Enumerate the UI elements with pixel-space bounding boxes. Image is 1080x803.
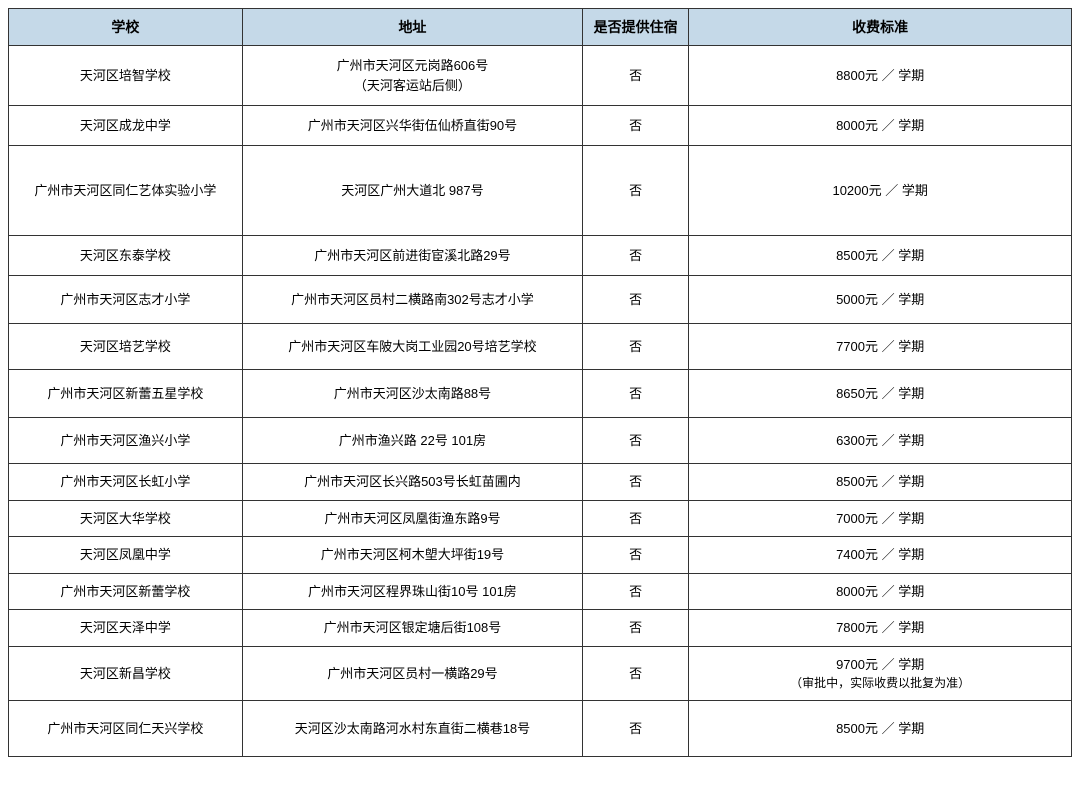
cell-dorm: 否 bbox=[583, 701, 689, 757]
cell-dorm: 否 bbox=[583, 610, 689, 647]
table-row: 天河区大华学校广州市天河区凤凰街渔东路9号否7000元 ／ 学期 bbox=[9, 500, 1072, 537]
cell-dorm: 否 bbox=[583, 324, 689, 370]
school-fee-table: 学校 地址 是否提供住宿 收费标准 天河区培智学校广州市天河区元岗路606号（天… bbox=[8, 8, 1072, 757]
table-row: 天河区培智学校广州市天河区元岗路606号（天河客运站后侧）否8800元 ／ 学期 bbox=[9, 46, 1072, 106]
table-row: 天河区培艺学校广州市天河区车陂大岗工业园20号培艺学校否7700元 ／ 学期 bbox=[9, 324, 1072, 370]
cell-fee: 8500元 ／ 学期 bbox=[689, 701, 1072, 757]
cell-school: 天河区培艺学校 bbox=[9, 324, 243, 370]
cell-address: 广州市天河区程界珠山街10号 101房 bbox=[242, 573, 582, 610]
cell-school: 广州市天河区同仁天兴学校 bbox=[9, 701, 243, 757]
cell-fee: 8500元 ／ 学期 bbox=[689, 464, 1072, 501]
cell-school: 广州市天河区渔兴小学 bbox=[9, 418, 243, 464]
cell-school: 广州市天河区同仁艺体实验小学 bbox=[9, 146, 243, 236]
cell-dorm: 否 bbox=[583, 370, 689, 418]
cell-dorm: 否 bbox=[583, 537, 689, 574]
cell-fee: 8650元 ／ 学期 bbox=[689, 370, 1072, 418]
cell-address: 广州市渔兴路 22号 101房 bbox=[242, 418, 582, 464]
cell-fee: 7800元 ／ 学期 bbox=[689, 610, 1072, 647]
cell-fee: 8000元 ／ 学期 bbox=[689, 573, 1072, 610]
header-school: 学校 bbox=[9, 9, 243, 46]
cell-dorm: 否 bbox=[583, 46, 689, 106]
table-row: 天河区东泰学校广州市天河区前进街宦溪北路29号否8500元 ／ 学期 bbox=[9, 236, 1072, 276]
table-row: 天河区天泽中学广州市天河区银定塘后街108号否7800元 ／ 学期 bbox=[9, 610, 1072, 647]
cell-address: 广州市天河区凤凰街渔东路9号 bbox=[242, 500, 582, 537]
cell-school: 天河区新昌学校 bbox=[9, 646, 243, 701]
cell-address: 广州市天河区柯木塱大坪街19号 bbox=[242, 537, 582, 574]
cell-dorm: 否 bbox=[583, 146, 689, 236]
cell-dorm: 否 bbox=[583, 418, 689, 464]
cell-school: 天河区东泰学校 bbox=[9, 236, 243, 276]
cell-school: 广州市天河区长虹小学 bbox=[9, 464, 243, 501]
cell-school: 广州市天河区新蕾学校 bbox=[9, 573, 243, 610]
header-fee: 收费标准 bbox=[689, 9, 1072, 46]
cell-address: 广州市天河区员村一横路29号 bbox=[242, 646, 582, 701]
header-dorm: 是否提供住宿 bbox=[583, 9, 689, 46]
cell-dorm: 否 bbox=[583, 276, 689, 324]
table-header: 学校 地址 是否提供住宿 收费标准 bbox=[9, 9, 1072, 46]
cell-fee: 7700元 ／ 学期 bbox=[689, 324, 1072, 370]
cell-dorm: 否 bbox=[583, 236, 689, 276]
table-row: 广州市天河区同仁天兴学校天河区沙太南路河水村东直街二横巷18号否8500元 ／ … bbox=[9, 701, 1072, 757]
cell-address: 广州市天河区长兴路503号长虹苗圃内 bbox=[242, 464, 582, 501]
cell-school: 天河区凤凰中学 bbox=[9, 537, 243, 574]
cell-school: 天河区培智学校 bbox=[9, 46, 243, 106]
cell-dorm: 否 bbox=[583, 500, 689, 537]
table-row: 天河区成龙中学广州市天河区兴华街伍仙桥直街90号否8000元 ／ 学期 bbox=[9, 106, 1072, 146]
table-row: 广州市天河区长虹小学广州市天河区长兴路503号长虹苗圃内否8500元 ／ 学期 bbox=[9, 464, 1072, 501]
table-row: 广州市天河区同仁艺体实验小学天河区广州大道北 987号否10200元 ／ 学期 bbox=[9, 146, 1072, 236]
cell-address: 天河区广州大道北 987号 bbox=[242, 146, 582, 236]
table-row: 广州市天河区志才小学广州市天河区员村二横路南302号志才小学否5000元 ／ 学… bbox=[9, 276, 1072, 324]
cell-dorm: 否 bbox=[583, 464, 689, 501]
cell-fee: 10200元 ／ 学期 bbox=[689, 146, 1072, 236]
cell-dorm: 否 bbox=[583, 646, 689, 701]
cell-address: 广州市天河区兴华街伍仙桥直街90号 bbox=[242, 106, 582, 146]
cell-fee: 9700元 ／ 学期（审批中，实际收费以批复为准） bbox=[689, 646, 1072, 701]
cell-address: 广州市天河区沙太南路88号 bbox=[242, 370, 582, 418]
cell-address: 广州市天河区前进街宦溪北路29号 bbox=[242, 236, 582, 276]
cell-fee: 8800元 ／ 学期 bbox=[689, 46, 1072, 106]
cell-school: 天河区大华学校 bbox=[9, 500, 243, 537]
cell-school: 广州市天河区志才小学 bbox=[9, 276, 243, 324]
cell-address: 广州市天河区车陂大岗工业园20号培艺学校 bbox=[242, 324, 582, 370]
cell-school: 广州市天河区新蕾五星学校 bbox=[9, 370, 243, 418]
cell-fee: 8000元 ／ 学期 bbox=[689, 106, 1072, 146]
header-address: 地址 bbox=[242, 9, 582, 46]
cell-school: 天河区成龙中学 bbox=[9, 106, 243, 146]
table-row: 天河区新昌学校广州市天河区员村一横路29号否9700元 ／ 学期（审批中，实际收… bbox=[9, 646, 1072, 701]
cell-fee: 7400元 ／ 学期 bbox=[689, 537, 1072, 574]
table-row: 广州市天河区新蕾五星学校广州市天河区沙太南路88号否8650元 ／ 学期 bbox=[9, 370, 1072, 418]
cell-fee: 5000元 ／ 学期 bbox=[689, 276, 1072, 324]
cell-fee: 8500元 ／ 学期 bbox=[689, 236, 1072, 276]
cell-address: 天河区沙太南路河水村东直街二横巷18号 bbox=[242, 701, 582, 757]
cell-school: 天河区天泽中学 bbox=[9, 610, 243, 647]
table-row: 广州市天河区渔兴小学广州市渔兴路 22号 101房否6300元 ／ 学期 bbox=[9, 418, 1072, 464]
table-row: 广州市天河区新蕾学校广州市天河区程界珠山街10号 101房否8000元 ／ 学期 bbox=[9, 573, 1072, 610]
table-row: 天河区凤凰中学广州市天河区柯木塱大坪街19号否7400元 ／ 学期 bbox=[9, 537, 1072, 574]
table-body: 天河区培智学校广州市天河区元岗路606号（天河客运站后侧）否8800元 ／ 学期… bbox=[9, 46, 1072, 757]
cell-fee: 7000元 ／ 学期 bbox=[689, 500, 1072, 537]
cell-address: 广州市天河区元岗路606号（天河客运站后侧） bbox=[242, 46, 582, 106]
cell-address: 广州市天河区银定塘后街108号 bbox=[242, 610, 582, 647]
cell-dorm: 否 bbox=[583, 106, 689, 146]
cell-fee: 6300元 ／ 学期 bbox=[689, 418, 1072, 464]
cell-address: 广州市天河区员村二横路南302号志才小学 bbox=[242, 276, 582, 324]
cell-dorm: 否 bbox=[583, 573, 689, 610]
